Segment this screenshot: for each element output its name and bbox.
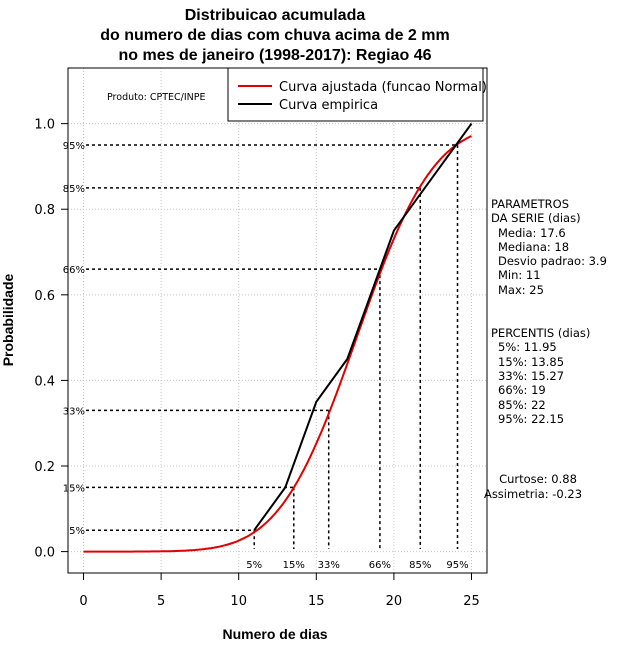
legend-box	[227, 67, 484, 122]
percentil-66: 66%: 19	[498, 383, 546, 397]
parametros-mediana: Mediana: 18	[498, 240, 569, 254]
percentil-5: 5%: 11.95	[498, 340, 557, 354]
y-tick-label: 0.8	[34, 203, 55, 218]
percentil-95: 95%: 22.15	[498, 412, 564, 426]
y-tick-label: 0.2	[34, 460, 55, 475]
percentile-bottom-label: 85%	[409, 560, 431, 571]
parametros-media: Media: 17.6	[498, 226, 566, 240]
percentile-left-label: 95%	[63, 141, 85, 152]
credit-text: Produto: CPTEC/INPE	[107, 92, 206, 103]
percentil-33: 33%: 15.27	[498, 369, 564, 383]
assimetria-value: Assimetria: -0.23	[484, 487, 582, 501]
y-tick-label: 0.0	[34, 546, 55, 561]
parametros-heading-2: DA SERIE (dias)	[491, 211, 581, 225]
percentile-left-label: 66%	[63, 265, 85, 276]
percentile-bottom-label: 15%	[283, 560, 305, 571]
percentis-panel: PERCENTIS (dias) 5%: 11.95 15%: 13.85 33…	[491, 326, 590, 426]
percentil-85: 85%: 22	[498, 398, 546, 412]
percentile-guides: 5% 5% 15% 15% 33% 33% 66% 66% 85% 85% 95% 95%	[63, 141, 469, 571]
percentile-bottom-label: 95%	[446, 560, 468, 571]
chart-title-line-3: no mes de janeiro (1998-2017): Regiao 46	[118, 47, 431, 64]
y-axis-title: Probabilidade	[0, 274, 16, 367]
percentile-left-label: 33%	[63, 406, 85, 417]
x-tick-label: 0	[79, 594, 87, 609]
y-tick-label: 0.4	[34, 374, 55, 389]
parametros-max: Max: 25	[498, 283, 544, 297]
x-tick-label: 25	[463, 594, 480, 609]
percentile-left-label: 15%	[63, 483, 85, 494]
percentis-heading: PERCENTIS (dias)	[491, 326, 590, 340]
legend-label-normal: Curva ajustada (funcao Normal)	[279, 80, 487, 95]
curtose-value: Curtose: 0.88	[499, 472, 577, 486]
percentil-15: 15%: 13.85	[498, 355, 564, 369]
legend: Curva ajustada (funcao Normal) Curva emp…	[227, 67, 487, 122]
percentile-bottom-label: 66%	[369, 560, 391, 571]
x-tick-label: 15	[308, 594, 325, 609]
percentile-left-label: 5%	[69, 526, 85, 537]
parametros-min: Min: 11	[498, 268, 541, 282]
x-axis-title: Numero de dias	[222, 626, 327, 642]
percentile-bottom-label: 33%	[318, 560, 340, 571]
chart-title-line-2: do numero de dias com chuva acima de 2 m…	[100, 27, 449, 44]
y-tick-label: 1.0	[34, 118, 55, 133]
x-tick-label: 20	[386, 594, 403, 609]
x-tick-label: 10	[230, 594, 247, 609]
percentile-left-label: 85%	[63, 184, 85, 195]
parametros-heading-1: PARAMETROS	[491, 197, 569, 211]
x-tick-label: 5	[157, 594, 165, 609]
normal-fit-curve	[83, 135, 472, 553]
empirical-curve	[253, 123, 473, 531]
chart-title-line-1: Distribuicao acumulada	[185, 7, 366, 24]
y-tick-label: 0.6	[34, 289, 55, 304]
axes: 0 5 10 15 20 25 0.0 0.2 0.4 0.6 0.8 1.0	[34, 118, 479, 609]
legend-label-empirical: Curva empirica	[279, 98, 378, 113]
percentile-bottom-label: 5%	[246, 560, 262, 571]
parametros-panel: PARAMETROS DA SERIE (dias) Media: 17.6 M…	[491, 197, 607, 297]
parametros-desvio: Desvio padrao: 3.9	[498, 254, 607, 268]
